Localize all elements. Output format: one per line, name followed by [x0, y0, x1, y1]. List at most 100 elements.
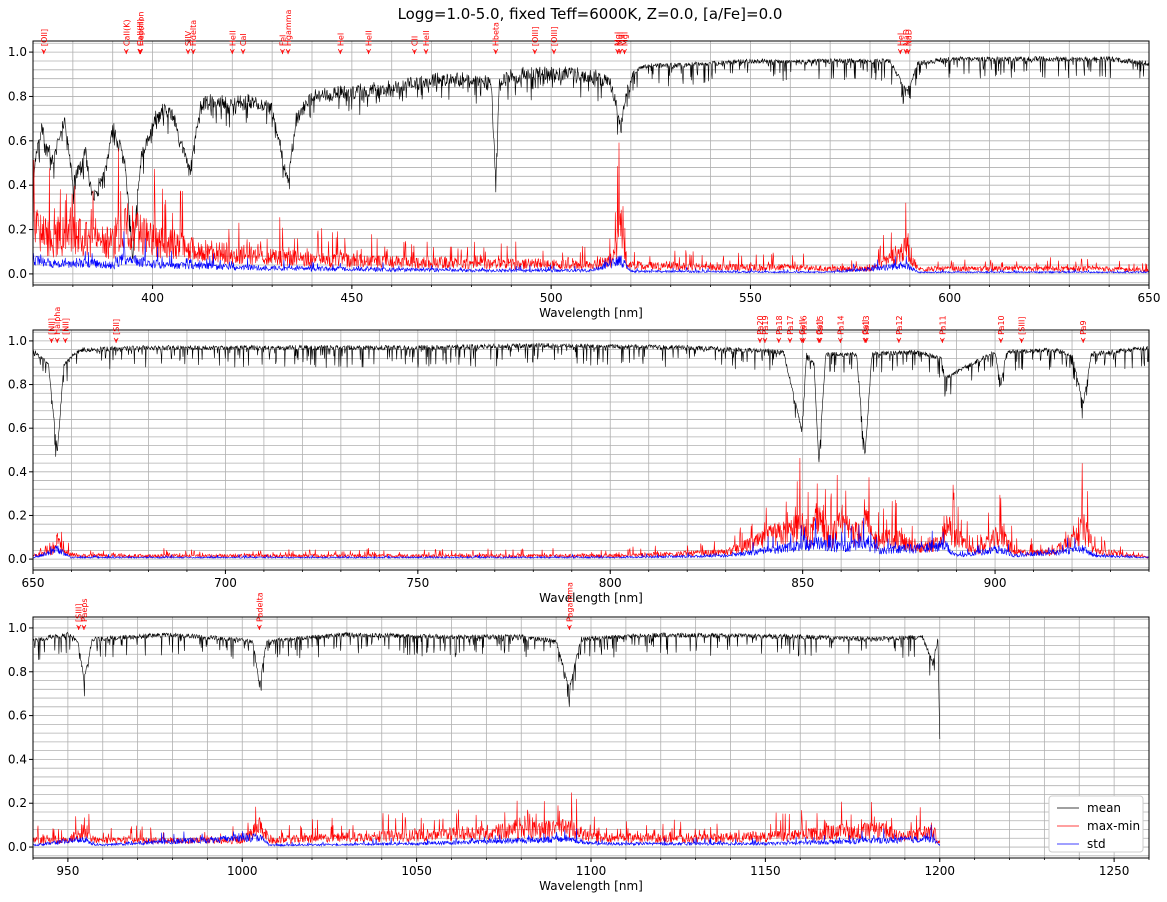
- x-tick-label: 1100: [576, 864, 607, 878]
- y-tick-label: 0.8: [8, 89, 27, 103]
- line-marker-arrow: [896, 337, 902, 343]
- line-marker-label: Pa18: [775, 315, 784, 335]
- line-marker-arrow: [137, 48, 143, 54]
- line-marker-label: HeII: [422, 30, 431, 46]
- series-mean-line: [33, 55, 1149, 260]
- x-tick-label: 450: [340, 291, 363, 305]
- x-tick-label: 1050: [401, 864, 432, 878]
- line-marker-label: Pa15: [816, 315, 825, 335]
- line-marker-arrow: [551, 48, 557, 54]
- line-marker-label: MgI: [614, 32, 623, 46]
- line-marker-label: [SIII]: [75, 604, 84, 622]
- line-marker-label: CaII: [815, 320, 824, 335]
- line-marker-arrow: [123, 48, 129, 54]
- line-marker-label: CaII(K): [122, 19, 131, 46]
- line-marker-arrow: [54, 337, 60, 343]
- line-marker-arrow: [81, 624, 87, 630]
- line-marker-arrow: [787, 337, 793, 343]
- line-marker-label: [SII]: [112, 319, 121, 335]
- line-marker-label: FeI: [279, 35, 288, 46]
- y-tick-label: 0.6: [8, 709, 27, 723]
- grid: [32, 41, 1150, 285]
- line-marker-arrow: [863, 337, 869, 343]
- x-tick-label: 650: [1138, 291, 1161, 305]
- y-tick-label: 1.0: [8, 334, 27, 348]
- line-marker-arrow: [757, 337, 763, 343]
- line-marker-label: NaD: [904, 29, 913, 46]
- line-marker-arrow: [998, 337, 1004, 343]
- line-marker-label: HeI: [896, 33, 905, 46]
- series-std-line: [33, 824, 941, 848]
- y-tick-label: 0.0: [8, 267, 27, 281]
- line-marker-arrow: [113, 337, 119, 343]
- line-marker-label: [SIII]: [1018, 317, 1027, 335]
- line-marker-label: Hgamma: [284, 10, 293, 47]
- line-marker-arrow: [41, 48, 47, 54]
- line-marker-label: Hdelta: [189, 20, 198, 46]
- series-std-line: [33, 517, 1149, 560]
- line-marker-label: Pa11: [938, 315, 947, 335]
- y-tick-label: 0.6: [8, 134, 27, 148]
- line-marker-arrow: [76, 624, 82, 630]
- line-marker-arrow: [285, 48, 291, 54]
- line-marker-arrow: [423, 48, 429, 54]
- line-marker-label: CaI: [239, 33, 248, 46]
- line-marker-label: Halpha: [53, 307, 62, 335]
- line-marker-arrow: [939, 337, 945, 343]
- series-group: [33, 631, 941, 848]
- line-marker-arrow: [62, 337, 68, 343]
- y-tick-label: 0.0: [8, 552, 27, 566]
- line-marker-arrow: [240, 48, 246, 54]
- grid: [32, 330, 1150, 570]
- line-marker-label: Pa9: [1079, 320, 1088, 334]
- y-tick-label: 0.8: [8, 378, 27, 392]
- x-tick-label: 750: [406, 576, 429, 590]
- line-marker-arrow: [622, 48, 627, 54]
- line-marker-label: HeII: [228, 30, 237, 46]
- panel-1: 400 450 500 550 600 650 0.0 0.2 0.4 0.6 0.8 1.0 Wave…: [8, 10, 1161, 320]
- line-marker-arrow: [617, 48, 623, 54]
- line-marker-arrow: [817, 337, 823, 343]
- line-marker-label: CaII: [861, 320, 870, 335]
- line-marker-arrow: [1019, 337, 1024, 343]
- line-marker-label: CII: [410, 36, 419, 46]
- legend: mean max-min std: [1048, 795, 1144, 853]
- line-marker-arrow: [897, 48, 903, 54]
- series-group: [33, 55, 1149, 274]
- x-tick-label: 950: [56, 864, 79, 878]
- legend-label: mean: [1087, 801, 1121, 815]
- grid: [32, 617, 1150, 858]
- line-marker-arrow: [256, 624, 262, 630]
- legend-label: std: [1087, 837, 1106, 851]
- x-tick-label: 650: [22, 576, 45, 590]
- line-marker-label: Pa16: [799, 315, 808, 335]
- line-markers: [SIII]Paeps Padelta Pagamma: [75, 582, 574, 630]
- y-tick-label: 0.0: [8, 840, 27, 854]
- line-marker-label: [OIII]: [550, 26, 559, 46]
- line-marker-arrow: [280, 48, 285, 54]
- line-marker-label: [OIII]: [531, 26, 540, 46]
- x-tick-label: 900: [984, 576, 1007, 590]
- y-tick-label: 1.0: [8, 45, 27, 59]
- y-tick-label: 1.0: [8, 621, 27, 635]
- x-tick-label: 600: [938, 291, 961, 305]
- line-marker-label: CaII(H): [136, 19, 145, 46]
- legend-box: [1048, 795, 1144, 853]
- line-marker-label: Pa19: [761, 315, 770, 335]
- series-mean-line: [33, 342, 1149, 463]
- line-marker-arrow: [532, 48, 538, 54]
- x-tick-label: 1200: [924, 864, 955, 878]
- line-marker-label: HeI: [336, 33, 345, 46]
- line-marker-label: Pa17: [786, 315, 795, 335]
- line-marker-label: Paeps: [80, 598, 89, 622]
- line-marker-arrow: [1080, 337, 1086, 343]
- line-marker-label: SiIV: [184, 30, 193, 46]
- line-marker-label: NaD: [902, 29, 911, 46]
- line-marker-arrow: [366, 48, 371, 54]
- line-marker-arrow: [762, 337, 768, 343]
- line-marker-arrow: [337, 48, 343, 54]
- x-tick-label: 500: [540, 291, 563, 305]
- x-tick-label: 400: [141, 291, 164, 305]
